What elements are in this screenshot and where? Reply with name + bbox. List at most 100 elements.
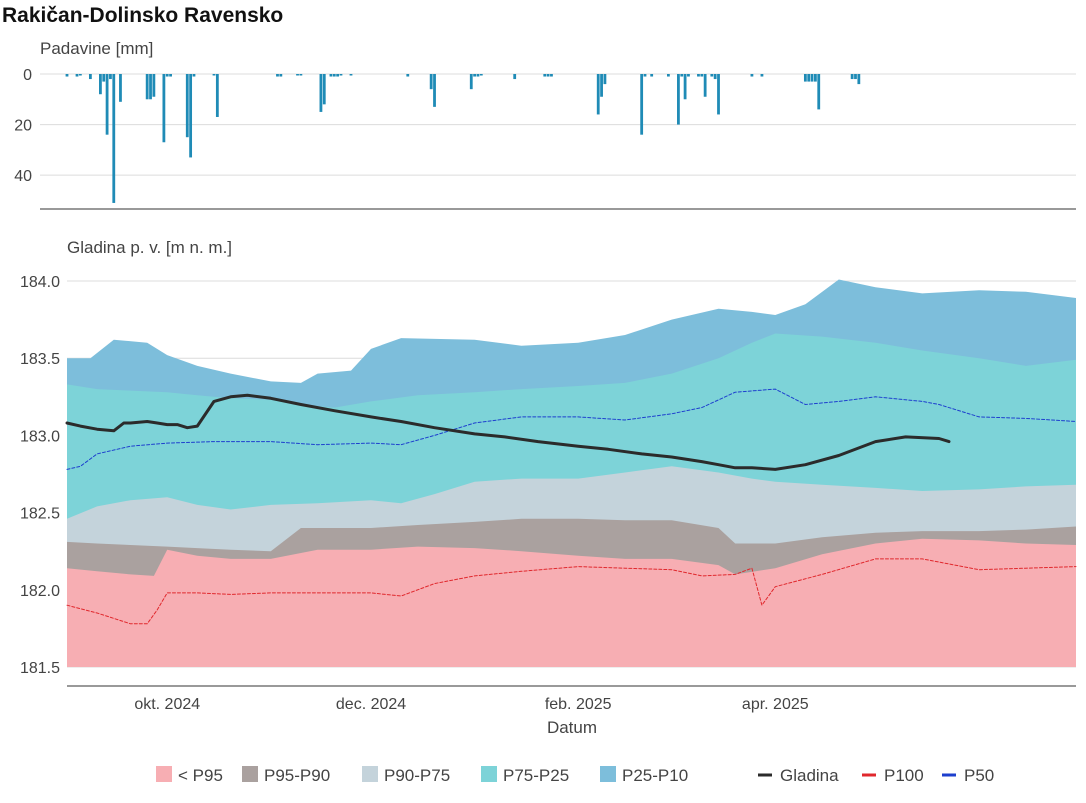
precip-bar-65 <box>813 74 817 82</box>
legend-item-p75-p25[interactable]: P75-P25 <box>481 766 569 785</box>
precip-bar-1 <box>75 74 79 77</box>
level-y-tick-2: 182.5 <box>20 506 60 523</box>
x-tick-3: apr. 2025 <box>742 696 809 713</box>
precip-bar-0 <box>65 74 69 77</box>
precip-bar-5 <box>102 74 106 82</box>
precip-bar-55 <box>700 74 704 77</box>
precip-bar-37 <box>476 74 480 77</box>
precip-bar-68 <box>854 74 857 80</box>
precip-bar-18 <box>192 74 196 77</box>
precip-bar-35 <box>469 74 473 90</box>
precip-bar-33 <box>429 74 433 90</box>
legend-item-p95[interactable]: < P95 <box>156 766 223 785</box>
precip-bars <box>65 74 861 203</box>
precip-bar-48 <box>650 74 654 77</box>
precip-y-tick-2: 40 <box>14 168 32 185</box>
legend-label: P25-P10 <box>622 766 688 785</box>
level-y-tick-5: 184.0 <box>20 274 60 291</box>
precip-bar-64 <box>810 74 814 82</box>
precip-bar-59 <box>717 74 720 115</box>
precip-bar-67 <box>850 74 854 80</box>
level-y-label: Gladina p. v. [m n. m.] <box>67 238 232 257</box>
precip-bar-17 <box>189 74 193 158</box>
precip-bar-30 <box>339 74 343 76</box>
precip-bar-23 <box>296 74 299 76</box>
precip-bar-26 <box>322 74 326 105</box>
x-axis-label: Datum <box>547 718 597 737</box>
legend-item-p25-p10[interactable]: P25-P10 <box>600 766 688 785</box>
precip-bar-22 <box>279 74 283 77</box>
legend-swatch <box>156 766 172 782</box>
precip-bar-69 <box>857 74 861 85</box>
precip-bar-14 <box>165 74 169 77</box>
legend-item-p100[interactable]: P100 <box>862 766 924 785</box>
precip-bar-21 <box>276 74 279 77</box>
precip-bar-52 <box>683 74 687 100</box>
precip-bar-24 <box>299 74 303 76</box>
x-tick-1: dec. 2024 <box>336 696 406 713</box>
precip-bar-56 <box>703 74 707 97</box>
precip-gridlines <box>40 73 1076 176</box>
legend-swatch <box>481 766 497 782</box>
legend-swatch <box>242 766 258 782</box>
precip-bar-29 <box>336 74 340 77</box>
precip-bar-54 <box>697 74 700 77</box>
level-lines <box>65 388 1077 625</box>
legend-swatch <box>362 766 378 782</box>
legend-item-p50[interactable]: P50 <box>942 766 994 785</box>
precip-bar-4 <box>99 74 102 95</box>
precip-bar-36 <box>473 74 477 77</box>
precip-bar-3 <box>88 74 92 80</box>
legend-label: P95-P90 <box>264 766 330 785</box>
precip-bar-51 <box>680 74 684 77</box>
precip-bar-38 <box>479 74 483 76</box>
precip-bar-58 <box>713 74 717 80</box>
level-axis: 181.5 182.0 182.5 183.0 183.5 184.0 okt. 2024 d… <box>20 238 1076 737</box>
level-y-tick-4: 183.5 <box>20 351 60 368</box>
legend-label: Gladina <box>780 766 839 785</box>
precip-bar-31 <box>349 74 353 76</box>
precip-bar-61 <box>760 74 764 77</box>
legend: < P95 P95-P90 P90-P75 P75-P25 P25-P10 Gladina… <box>156 766 994 785</box>
precip-bar-2 <box>78 74 82 76</box>
precip-bar-60 <box>750 74 754 77</box>
level-y-tick-3: 183.0 <box>20 428 60 445</box>
precip-bar-45 <box>603 74 607 85</box>
x-tick-0: okt. 2024 <box>134 696 200 713</box>
legend-swatch <box>600 766 616 782</box>
precip-bar-20 <box>215 74 219 117</box>
precip-bar-40 <box>543 74 547 77</box>
legend-label: < P95 <box>178 766 223 785</box>
precip-bar-6 <box>105 74 109 135</box>
legend-label: P50 <box>964 766 994 785</box>
legend-label: P100 <box>884 766 924 785</box>
precip-bar-9 <box>119 74 122 102</box>
precip-bar-16 <box>185 74 189 138</box>
precip-bar-15 <box>169 74 172 77</box>
level-y-tick-1: 182.0 <box>20 583 60 600</box>
band-p95 <box>67 538 1076 667</box>
precip-bar-62 <box>803 74 807 82</box>
precip-axis: 0 20 40 Padavine [mm] <box>14 39 1076 210</box>
precip-bar-7 <box>109 74 112 80</box>
legend-label: P90-P75 <box>384 766 450 785</box>
precip-bar-8 <box>112 74 116 203</box>
precip-bar-46 <box>640 74 644 135</box>
x-tick-2: feb. 2025 <box>545 696 612 713</box>
line-p100 <box>66 558 1077 625</box>
precip-bar-66 <box>817 74 821 110</box>
legend-item-gladina[interactable]: Gladina <box>758 766 839 785</box>
precip-bar-32 <box>406 74 410 77</box>
legend-item-p90-p75[interactable]: P90-P75 <box>362 766 450 785</box>
precip-bar-47 <box>643 74 647 77</box>
precip-bar-19 <box>212 74 216 76</box>
chart-title: Rakičan-Dolinsko Ravensko <box>2 4 284 27</box>
precip-bar-44 <box>600 74 603 97</box>
precip-bar-41 <box>546 74 550 77</box>
precip-bar-50 <box>677 74 680 125</box>
legend-item-p95-p90[interactable]: P95-P90 <box>242 766 330 785</box>
precip-y-tick-1: 20 <box>14 118 32 135</box>
precip-bar-63 <box>807 74 811 82</box>
precip-bar-34 <box>433 74 436 107</box>
